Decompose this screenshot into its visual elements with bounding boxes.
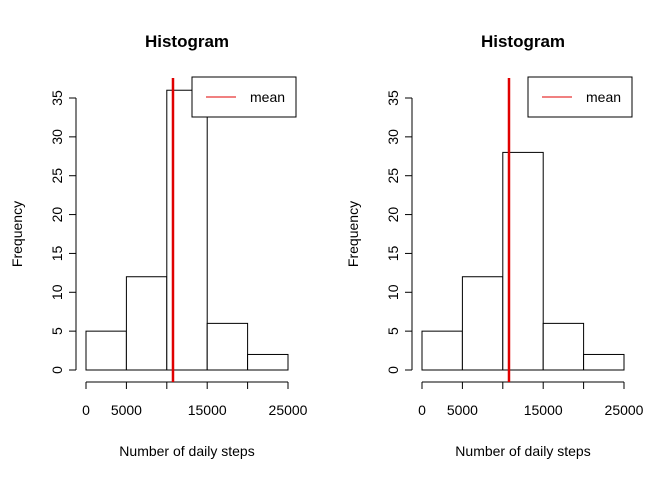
- y-tick-label: 10: [49, 284, 65, 300]
- histogram-bar: [206, 322, 249, 371]
- y-axis-label: Frequency: [9, 201, 25, 267]
- y-tick-label: 25: [49, 168, 65, 184]
- x-tick-label: 25000: [269, 402, 308, 418]
- y-tick-label: 35: [385, 90, 401, 106]
- y-tick-label: 25: [385, 168, 401, 184]
- histogram-bar: [85, 330, 127, 371]
- legend-label: mean: [250, 89, 285, 105]
- y-tick-label: 30: [49, 129, 65, 145]
- y-tick-label: 5: [385, 327, 401, 335]
- y-tick-label: 5: [49, 327, 65, 335]
- histogram-bar: [461, 276, 504, 371]
- histogram-bar: [247, 353, 289, 371]
- histogram-bar: [125, 276, 168, 371]
- chart-title: Histogram: [481, 32, 565, 51]
- y-tick-label: 0: [49, 366, 65, 374]
- x-tick-label: 5000: [447, 402, 478, 418]
- histogram-panel-right: Histogram 0 5 10 15 20 25 30 35 0 5000 15000 25000 Nu…: [345, 32, 644, 459]
- x-tick-label: 25000: [605, 402, 644, 418]
- chart-title: Histogram: [145, 32, 229, 51]
- y-tick-label: 20: [49, 207, 65, 223]
- y-tick-label: 0: [385, 366, 401, 374]
- histogram-panel-left: Histogram 0 5 10 15 20 25 30 35 0 5000 15000 25000 Nu…: [9, 32, 308, 459]
- histogram-bar: [542, 322, 585, 371]
- x-tick-label: 0: [82, 402, 90, 418]
- y-tick-label: 35: [49, 90, 65, 106]
- histogram-bar: [583, 353, 625, 371]
- x-tick-label: 5000: [111, 402, 142, 418]
- y-tick-label: 10: [385, 284, 401, 300]
- x-axis-label: Number of daily steps: [119, 443, 254, 459]
- legend-label: mean: [586, 89, 621, 105]
- x-tick-label: 15000: [188, 402, 227, 418]
- histogram-bar: [421, 330, 463, 371]
- y-tick-label: 15: [49, 245, 65, 261]
- x-tick-label: 0: [418, 402, 426, 418]
- y-tick-label: 15: [385, 245, 401, 261]
- x-axis-label: Number of daily steps: [455, 443, 590, 459]
- y-tick-label: 20: [385, 207, 401, 223]
- x-tick-label: 15000: [524, 402, 563, 418]
- y-axis-label: Frequency: [345, 201, 361, 267]
- y-tick-label: 30: [385, 129, 401, 145]
